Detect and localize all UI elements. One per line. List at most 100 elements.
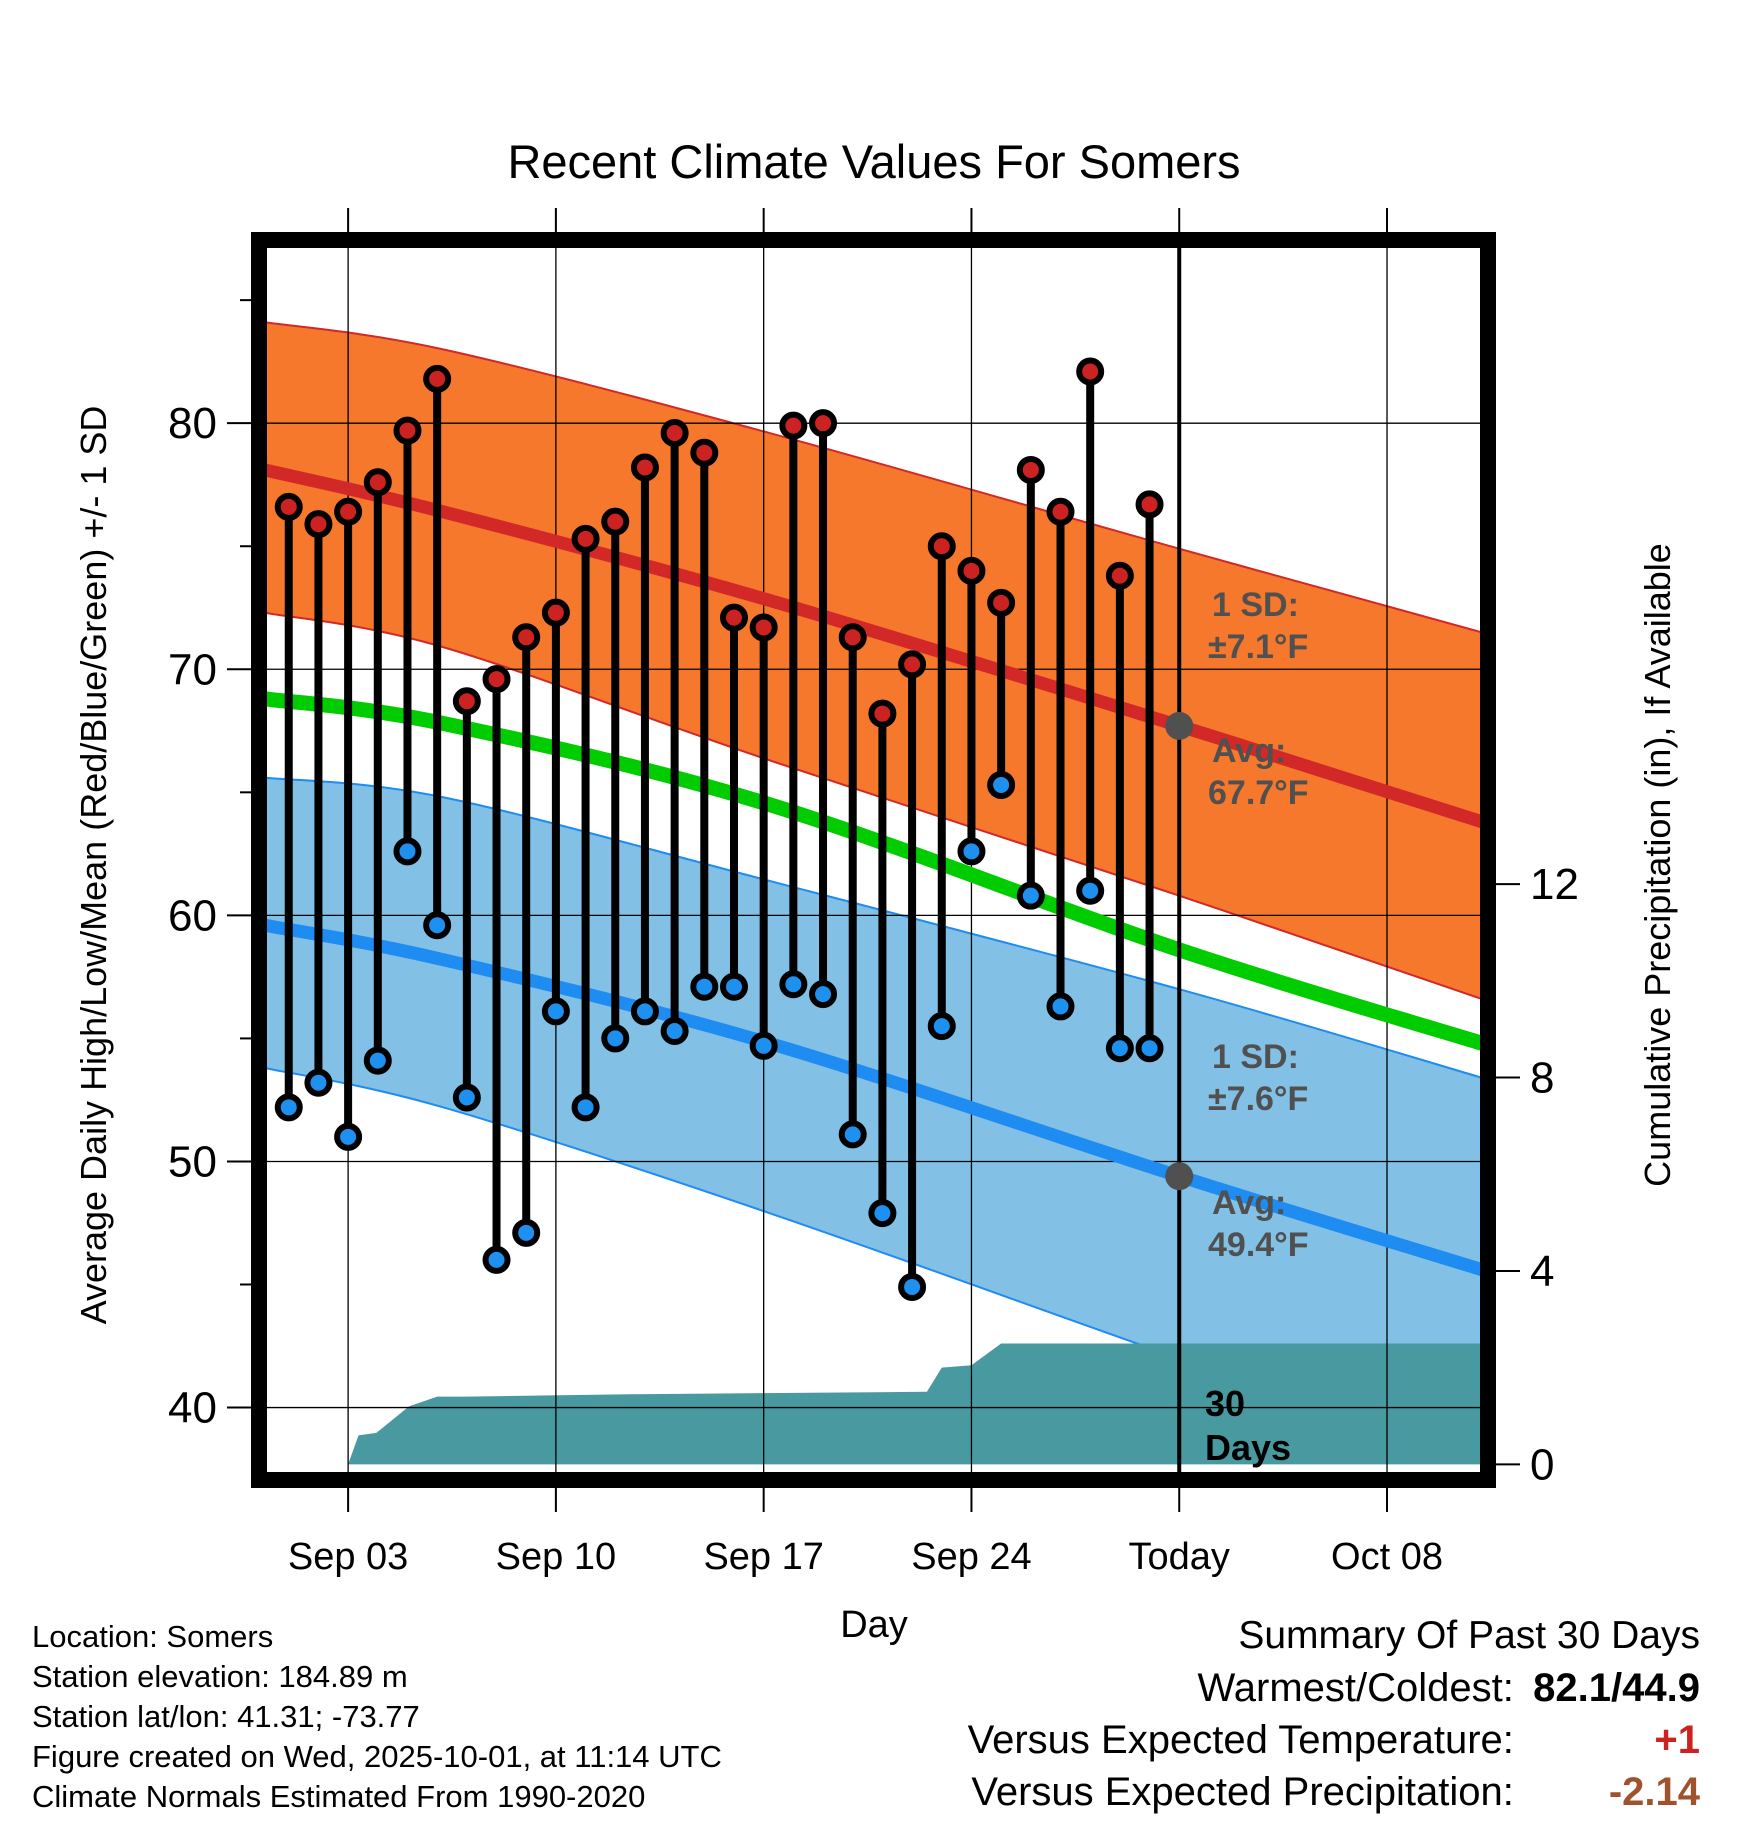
low-point — [779, 970, 808, 999]
high-point — [630, 453, 659, 482]
y2-tick-label: 0 — [1530, 1440, 1554, 1489]
high-point — [1016, 455, 1045, 484]
low-sd-upper-edge — [265, 776, 1482, 1079]
high-sd-value: ±7.1°F — [1208, 628, 1308, 666]
high-point — [957, 556, 986, 585]
low-point — [363, 1046, 392, 1075]
high-avg-value: 67.7°F — [1208, 774, 1309, 812]
low-point — [1016, 881, 1045, 910]
high-point — [690, 438, 719, 467]
high-point — [423, 364, 452, 393]
high-point — [749, 613, 778, 642]
annotations: 1 SD: ±7.1°F Avg: 67.7°F 1 SD: ±7.6°F Av… — [1205, 586, 1309, 1468]
footer-latlon: Station lat/lon: 41.31; -73.77 — [32, 1699, 420, 1734]
low-point — [1076, 876, 1105, 905]
low-point — [1135, 1034, 1164, 1063]
plot-content — [265, 246, 1482, 1474]
x-tick-label: Sep 03 — [288, 1536, 408, 1578]
summary-panel: Summary Of Past 30 Days Warmest/Coldest:… — [968, 1610, 1700, 1818]
high-point — [1076, 357, 1105, 386]
low-point — [304, 1068, 333, 1097]
high-point — [571, 524, 600, 553]
warm-cold-label: Warmest/Coldest: — [1197, 1666, 1514, 1710]
high-point — [601, 507, 630, 536]
y-tick-label: 50 — [168, 1137, 217, 1186]
y-tick-label: 70 — [168, 645, 217, 694]
low-point — [927, 1012, 956, 1041]
low-point — [274, 1093, 303, 1122]
high-avg-line — [265, 463, 1482, 829]
high-point — [927, 532, 956, 561]
low-point — [838, 1120, 867, 1149]
high-point — [452, 687, 481, 716]
plot-area: 40 50 60 70 80 0 4 8 12 Sep 03 Sep 10 Sep 17 Sep 24 T… — [168, 208, 1579, 1578]
high-point — [541, 598, 570, 627]
high-point — [779, 411, 808, 440]
y-tick-label: 60 — [168, 891, 217, 940]
low-point — [719, 972, 748, 1001]
low-point — [452, 1083, 481, 1112]
footer-location: Location: Somers — [32, 1619, 274, 1654]
summary-temp-row: Versus Expected Temperature: +1 — [968, 1714, 1700, 1766]
high-point — [363, 468, 392, 497]
low-point — [541, 997, 570, 1026]
period-number: 30 — [1205, 1383, 1245, 1424]
high-sd-label: 1 SD: — [1212, 586, 1299, 624]
high-point — [482, 665, 511, 694]
high-point — [660, 419, 689, 448]
high-point — [719, 603, 748, 632]
x-tick-label: Oct 08 — [1331, 1536, 1443, 1578]
low-point — [423, 911, 452, 940]
footer-elevation: Station elevation: 184.89 m — [32, 1659, 408, 1694]
x-axis-label: Day — [840, 1604, 908, 1646]
low-point — [898, 1272, 927, 1301]
low-point — [957, 837, 986, 866]
y-tick-label: 80 — [168, 399, 217, 448]
high-sd-upper-edge — [265, 321, 1482, 634]
precip-diff-label: Versus Expected Precipitation: — [971, 1770, 1514, 1814]
y2-tick-label: 8 — [1530, 1054, 1554, 1103]
footer-created: Figure created on Wed, 2025-10-01, at 11… — [32, 1739, 722, 1774]
high-point — [512, 623, 541, 652]
y-tick-label: 40 — [168, 1384, 217, 1433]
high-point — [304, 510, 333, 539]
high-point — [898, 650, 927, 679]
high-point — [987, 588, 1016, 617]
y-right-label: Cumulative Precipitation (in), If Availa… — [1637, 543, 1678, 1187]
high-point — [274, 492, 303, 521]
summary-title: Summary Of Past 30 Days — [1238, 1614, 1700, 1657]
low-point — [660, 1017, 689, 1046]
high-point — [1135, 490, 1164, 519]
high-point — [334, 497, 363, 526]
summary-precip-row: Versus Expected Precipitation: -2.14 — [968, 1766, 1700, 1818]
low-sd-value: ±7.6°F — [1208, 1080, 1308, 1118]
high-point — [1046, 497, 1075, 526]
low-avg-label: Avg: — [1212, 1184, 1286, 1222]
y2-tick-label: 12 — [1530, 860, 1579, 909]
low-point — [690, 972, 719, 1001]
period-unit: Days — [1205, 1427, 1291, 1468]
mean-line — [265, 691, 1482, 1051]
low-point — [601, 1024, 630, 1053]
low-point — [393, 837, 422, 866]
precip-diff-value: -2.14 — [1608, 1770, 1700, 1814]
x-tick-label: Sep 24 — [911, 1536, 1031, 1578]
low-point — [571, 1093, 600, 1122]
x-tick-label: Sep 10 — [496, 1536, 616, 1578]
low-point — [868, 1199, 897, 1228]
temp-diff-value: +1 — [1654, 1718, 1700, 1762]
y2-tick-label: 4 — [1530, 1247, 1554, 1296]
today-high-avg-marker — [1165, 711, 1194, 740]
low-point — [334, 1122, 363, 1151]
high-point — [1105, 561, 1134, 590]
low-point — [482, 1245, 511, 1274]
high-avg-label: Avg: — [1212, 732, 1286, 770]
today-low-avg-marker — [1165, 1162, 1194, 1191]
low-point — [987, 770, 1016, 799]
plot-frame — [251, 232, 1496, 1488]
x-tick-label: Sep 17 — [703, 1536, 823, 1578]
footer-normals: Climate Normals Estimated From 1990-2020 — [32, 1779, 646, 1814]
low-sd-label: 1 SD: — [1212, 1038, 1299, 1076]
low-point — [512, 1218, 541, 1247]
